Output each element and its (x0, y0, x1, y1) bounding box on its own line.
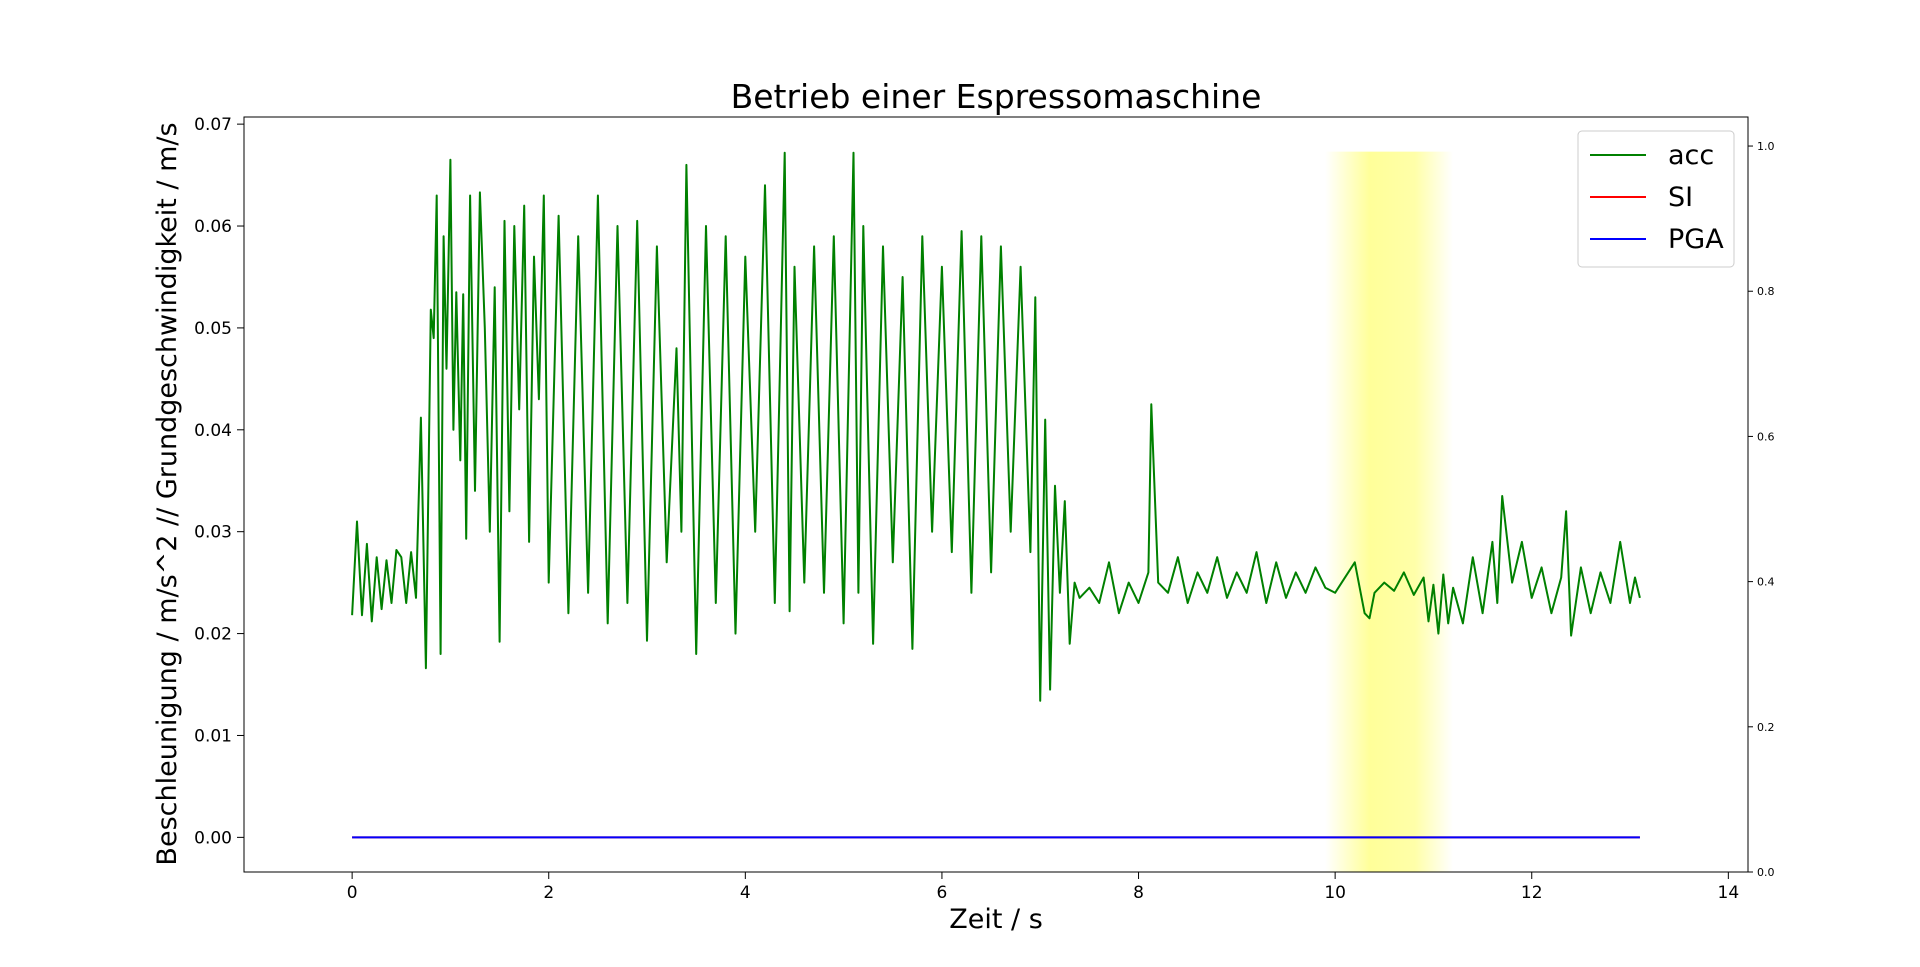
x-axis-label: Zeit / s (949, 904, 1043, 935)
x-tick-label: 10 (1324, 883, 1346, 903)
right-tick-label: 0.6 (1757, 430, 1775, 443)
series-layer (351, 151, 1641, 839)
x-tick-label: 6 (937, 883, 948, 903)
highlight-band (1325, 151, 1454, 872)
y-tick-label: 0.02 (194, 625, 232, 645)
plot-frame (243, 116, 1749, 873)
y-tick-label: 0.03 (194, 523, 232, 543)
x-tick-label: 2 (543, 883, 554, 903)
x-tick-label: 12 (1521, 883, 1543, 903)
legend-label-acc: acc (1668, 140, 1714, 171)
y-tick-label: 0.06 (194, 217, 232, 237)
y-axis-label: Beschleunigung / m/s^2 // Grundgeschwind… (152, 122, 183, 865)
y-tick-label: 0.07 (194, 115, 232, 135)
y-axis-ticks: 0.00 0.01 0.02 0.03 0.04 0.05 0.06 0.07 (194, 115, 244, 848)
legend-label-pga: PGA (1668, 224, 1724, 255)
x-tick-label: 4 (740, 883, 751, 903)
right-tick-label: 0.4 (1757, 576, 1775, 589)
right-tick-label: 0.2 (1757, 721, 1775, 734)
y-tick-label: 0.05 (194, 319, 232, 339)
legend-box (1577, 130, 1735, 268)
x-tick-label: 8 (1133, 883, 1144, 903)
right-tick-label: 0.8 (1757, 285, 1775, 298)
x-tick-label: 0 (347, 883, 358, 903)
right-tick-label: 1.0 (1757, 140, 1775, 153)
x-axis-ticks: 0 2 4 6 8 10 12 14 (347, 872, 1739, 903)
y-tick-label: 0.00 (194, 828, 232, 848)
chart-title: Betrieb einer Espressomaschine (731, 77, 1262, 116)
right-tick-label: 0.0 (1757, 866, 1775, 879)
x-tick-label: 14 (1718, 883, 1740, 903)
legend-label-si: SI (1668, 182, 1693, 213)
legend: acc SI PGA (1577, 130, 1735, 268)
series-line-acc (351, 151, 1641, 702)
y-tick-label: 0.01 (194, 726, 232, 746)
right-axis-ticks: 0.0 0.2 0.4 0.6 0.8 1.0 (1748, 140, 1775, 879)
y-tick-label: 0.04 (194, 421, 232, 441)
